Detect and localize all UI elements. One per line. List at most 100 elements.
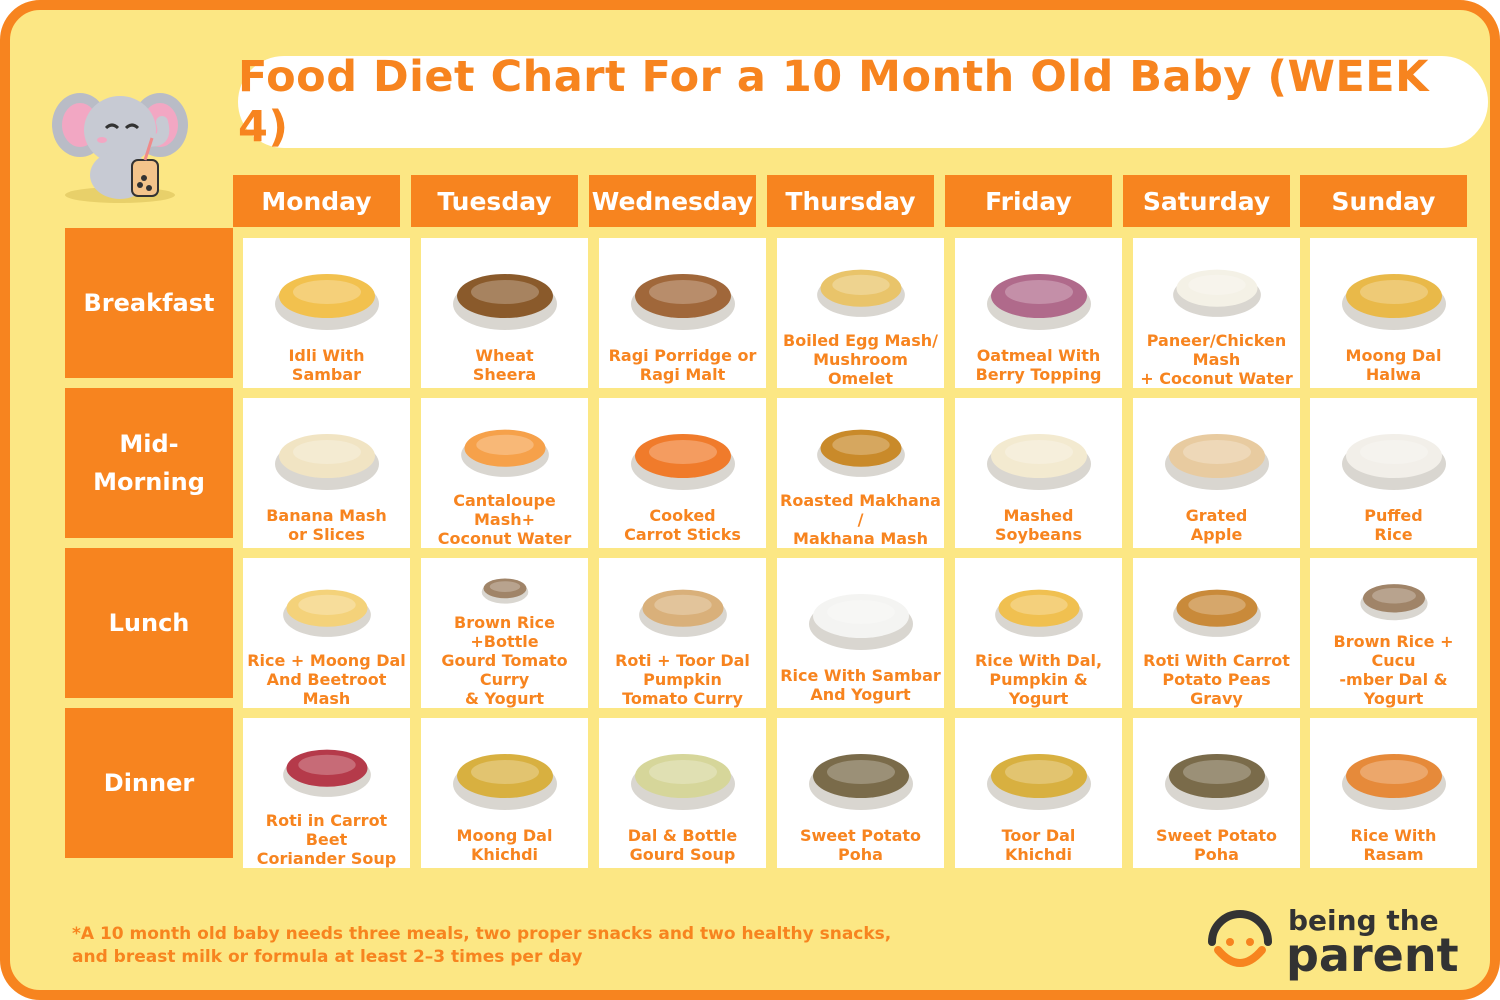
meal-cell: Rice With Rasam (1310, 718, 1477, 868)
logo-line1: being the (1288, 904, 1439, 937)
meal-item-label: Boiled Egg Mash/ Mushroom Omelet (783, 331, 938, 388)
page-title: Food Diet Chart For a 10 Month Old Baby … (238, 52, 1429, 152)
food-bowl-icon (1164, 434, 1269, 490)
meal-item-label: Idli With Sambar (288, 346, 365, 384)
food-bowl-icon (1359, 584, 1428, 621)
meal-header-lunch: Lunch (65, 548, 233, 698)
meal-cell: Mashed Soybeans (955, 398, 1122, 548)
food-bowl-icon (274, 434, 379, 490)
meal-cell: Sweet Potato Poha (777, 718, 944, 868)
elephant-mascot-icon (52, 93, 188, 203)
food-bowl-icon (994, 589, 1083, 637)
food-bowl-icon (1341, 434, 1446, 490)
logo-line2: parent (1286, 928, 1459, 982)
meal-cell: Brown Rice + Cucu -mber Dal & Yogurt (1310, 558, 1477, 708)
meal-item-label: Moong Dal Halwa (1345, 346, 1442, 384)
smile-logo-icon (1208, 910, 1272, 967)
food-bowl-icon (282, 589, 371, 637)
meal-cell: Idli With Sambar (243, 238, 410, 388)
meal-item-label: Roasted Makhana / Makhana Mash (780, 491, 941, 548)
meal-item-label: Moong Dal Khichdi (456, 826, 553, 864)
footnote: *A 10 month old baby needs three meals, … (72, 924, 892, 967)
food-bowl-icon (460, 429, 549, 477)
meal-cell: Dal & Bottle Gourd Soup (599, 718, 766, 868)
day-header-wednesday: Wednesday (589, 175, 756, 227)
food-bowl-icon (1172, 589, 1261, 637)
meal-cell: Banana Mash or Slices (243, 398, 410, 548)
meal-item-label: Oatmeal With Berry Topping (975, 346, 1102, 384)
food-bowl-icon (986, 274, 1091, 330)
meal-item-label: Grated Apple (1185, 506, 1248, 544)
meal-cell: Rice With Dal, Pumpkin & Yogurt (955, 558, 1122, 708)
meal-cell: Cantaloupe Mash+ Coconut Water (421, 398, 588, 548)
food-bowl-icon (481, 578, 528, 604)
meal-cell: Grated Apple (1133, 398, 1300, 548)
meal-item-label: Roti + Toor Dal Pumpkin Tomato Curry (615, 651, 750, 708)
meal-item-label: Ragi Porridge or Ragi Malt (608, 346, 757, 384)
day-header-sunday: Sunday (1300, 175, 1467, 227)
meal-header-breakfast: Breakfast (65, 228, 233, 378)
meal-cell: Paneer/Chicken Mash + Coconut Water (1133, 238, 1300, 388)
day-header-tuesday: Tuesday (411, 175, 578, 227)
food-bowl-icon (452, 274, 557, 330)
food-bowl-icon (274, 274, 379, 330)
meal-cell: Toor Dal Khichdi (955, 718, 1122, 868)
meal-cell: Cooked Carrot Sticks (599, 398, 766, 548)
meal-cell: Brown Rice +Bottle Gourd Tomato Curry & … (421, 558, 588, 708)
meal-cell: Roti in Carrot Beet Coriander Soup (243, 718, 410, 868)
meal-item-label: Mashed Soybeans (995, 506, 1082, 544)
meal-cell: Moong Dal Khichdi (421, 718, 588, 868)
meal-cell: Roti With Carrot Potato Peas Gravy (1133, 558, 1300, 708)
meal-cell: Ragi Porridge or Ragi Malt (599, 238, 766, 388)
food-bowl-icon (638, 589, 727, 637)
food-bowl-icon (808, 754, 913, 810)
food-bowl-icon (1341, 274, 1446, 330)
meal-item-label: Brown Rice + Cucu -mber Dal & Yogurt (1333, 632, 1454, 708)
meal-cell: Moong Dal Halwa (1310, 238, 1477, 388)
meal-cell: Sweet Potato Poha (1133, 718, 1300, 868)
meal-item-label: Banana Mash or Slices (266, 506, 387, 544)
meal-item-label: Rice + Moong Dal And Beetroot Mash (247, 651, 406, 708)
meal-item-label: Roti in Carrot Beet Coriander Soup (256, 811, 397, 868)
meal-item-label: Cooked Carrot Sticks (624, 506, 741, 544)
meal-item-label: Rice With Rasam (1350, 826, 1437, 864)
food-bowl-icon (1341, 754, 1446, 810)
brand-logo: being the parent (1200, 900, 1490, 990)
food-bowl-icon (816, 429, 905, 477)
meal-item-label: Brown Rice +Bottle Gourd Tomato Curry & … (441, 613, 568, 708)
food-bowl-icon (452, 754, 557, 810)
meal-item-label: Rice With Sambar And Yogurt (780, 666, 941, 704)
food-bowl-icon (630, 274, 735, 330)
meal-cell: Boiled Egg Mash/ Mushroom Omelet (777, 238, 944, 388)
meal-cell: Puffed Rice (1310, 398, 1477, 548)
meal-cell: Roti + Toor Dal Pumpkin Tomato Curry (599, 558, 766, 708)
meal-cell: Roasted Makhana / Makhana Mash (777, 398, 944, 548)
meal-item-label: Cantaloupe Mash+ Coconut Water (437, 491, 572, 548)
meal-cell: Rice With Sambar And Yogurt (777, 558, 944, 708)
meal-cell: Oatmeal With Berry Topping (955, 238, 1122, 388)
meal-header-mid-morning: Mid- Morning (65, 388, 233, 538)
meal-item-label: Toor Dal Khichdi (1001, 826, 1076, 864)
food-bowl-icon (630, 434, 735, 490)
meal-item-label: Sweet Potato Poha (1155, 826, 1278, 864)
food-bowl-icon (816, 269, 905, 317)
food-bowl-icon (986, 754, 1091, 810)
day-header-friday: Friday (945, 175, 1112, 227)
day-header-monday: Monday (233, 175, 400, 227)
meal-cell: Wheat Sheera (421, 238, 588, 388)
title-pill: Food Diet Chart For a 10 Month Old Baby … (238, 52, 1488, 152)
food-bowl-icon (986, 434, 1091, 490)
meal-cell: Rice + Moong Dal And Beetroot Mash (243, 558, 410, 708)
meal-item-label: Roti With Carrot Potato Peas Gravy (1143, 651, 1290, 708)
meal-item-label: Dal & Bottle Gourd Soup (627, 826, 738, 864)
food-bowl-icon (282, 749, 371, 797)
meal-item-label: Sweet Potato Poha (799, 826, 922, 864)
meal-item-label: Paneer/Chicken Mash + Coconut Water (1140, 331, 1293, 388)
meal-item-label: Rice With Dal, Pumpkin & Yogurt (974, 651, 1103, 708)
food-bowl-icon (630, 754, 735, 810)
meal-header-dinner: Dinner (65, 708, 233, 858)
food-bowl-icon (808, 594, 913, 650)
day-header-saturday: Saturday (1123, 175, 1290, 227)
day-header-thursday: Thursday (767, 175, 934, 227)
